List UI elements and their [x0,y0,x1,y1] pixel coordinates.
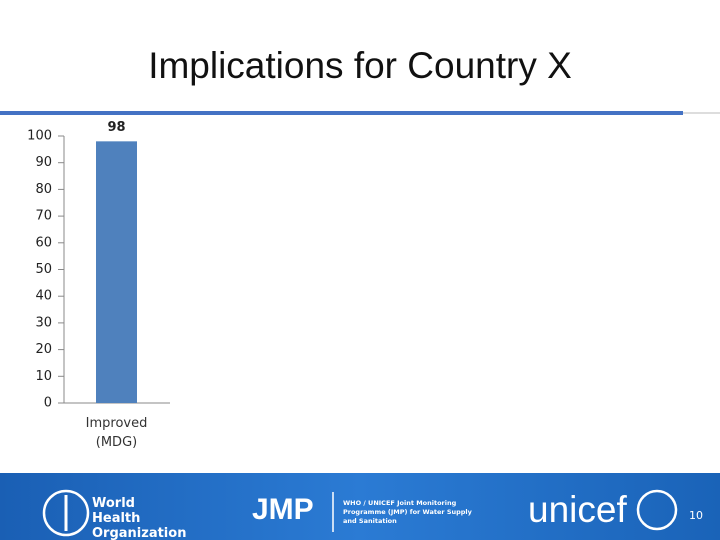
footer-band [0,473,720,540]
page-number: 10 [689,509,703,522]
x-tick-label: Improved (MDG) [85,416,148,450]
y-tick-label: 100 [27,129,52,144]
y-tick-label: 80 [35,182,52,197]
y-tick-label: 90 [35,155,52,170]
y-tick-label: 30 [35,315,52,330]
jmp-description: WHO / UNICEF Joint Monitoring Programme … [343,499,472,525]
y-tick-label: 40 [35,289,52,304]
unicef-label: unicef [528,489,627,530]
y-tick-label: 70 [35,209,52,224]
who-emblem [42,489,90,537]
chart-title: Implications for Country X [148,45,572,86]
who-label: World Health Organization [92,496,187,540]
y-tick-label: 50 [35,262,52,277]
y-tick-label: 20 [35,342,52,357]
y-tick-label: 60 [35,235,52,250]
value-label: 98 [107,120,125,135]
unicef-emblem [636,489,678,531]
bar [96,141,137,403]
y-tick-label: 0 [44,396,52,411]
y-tick-label: 10 [35,369,52,384]
jmp-label: JMP [252,493,314,526]
